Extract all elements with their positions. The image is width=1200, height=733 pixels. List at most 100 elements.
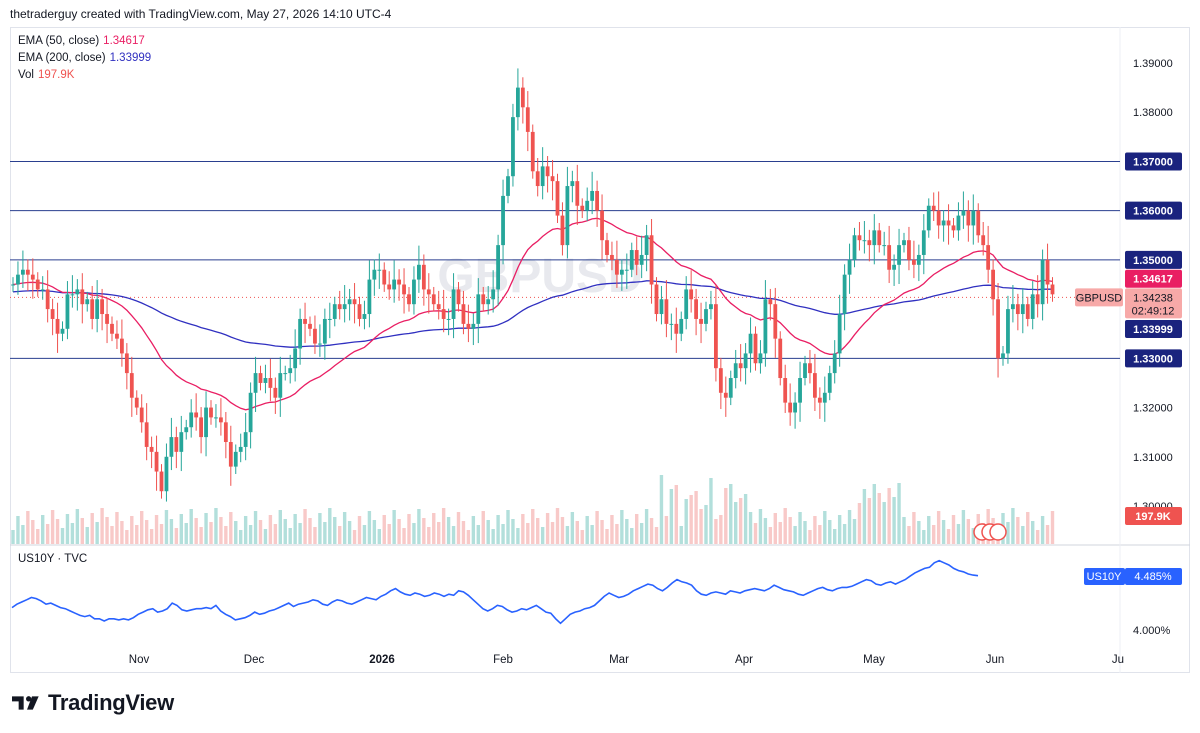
candle-body [941,220,946,226]
volume-bar [516,528,520,544]
candle-body [560,215,565,246]
candle-body [525,107,530,132]
candle-body [387,284,392,290]
volume-bar [654,527,659,544]
volume-bar [105,517,109,544]
candle-body [659,299,664,315]
volume-bar [664,516,669,544]
legend-volume[interactable]: Vol 197.9K [18,69,74,81]
candle-body [580,205,585,211]
volume-bar [323,522,327,544]
volume-bar [907,526,911,544]
candle-body [699,318,703,324]
volume-bar [159,524,164,544]
volume-bar [699,509,703,544]
candle-body [253,373,258,393]
candle-body [377,269,382,271]
candle-body [486,299,491,305]
candle-body [610,254,614,260]
volume-bar [308,518,312,544]
candle-body [199,417,203,438]
volume-bar [476,525,480,544]
us10y-name-tag-bg [1084,568,1125,585]
candle-body [887,245,892,270]
candle-body [902,240,906,246]
volume-bar [451,526,456,544]
volume-bar [932,525,936,544]
volume-bar [446,517,451,544]
volume-bar [570,512,575,544]
volume-bar [773,513,777,544]
volume-bar [402,528,406,544]
volume-bar [441,508,446,544]
candle-body [877,230,882,246]
candle-body [431,294,436,305]
candle-body [228,442,233,467]
volume-bar [734,502,738,544]
ema50-price-tag-bg [1125,269,1182,288]
volume-bar [917,521,921,544]
candle-body [50,309,55,319]
volume-bar [209,522,213,544]
volume-bar [882,502,886,544]
level-price-tag: 1.36000 [1133,206,1173,218]
volume-bar [80,518,84,544]
candle-body [293,348,298,369]
volume-bar [951,515,956,544]
volume-bar [738,498,743,544]
legend-ema200[interactable]: EMA (200, close) 1.33999 [18,52,151,64]
volume-bar [748,512,753,544]
candle-body [308,323,312,329]
candle-body [481,294,486,305]
candle-body [347,299,352,305]
candle-body [832,353,837,374]
volume-bar [842,524,847,544]
legend-ema200-value: 1.33999 [109,52,152,64]
us10y-panel-title[interactable]: US10Y · TVC [18,553,88,565]
candle-body [714,304,718,369]
volume-bar [927,516,931,544]
candle-body [248,392,253,433]
volume-bar [867,498,872,544]
candle-body [842,274,847,315]
candle-body [961,210,966,216]
candle-body [40,289,45,291]
countdown-tag: 02:49:12 [1132,305,1175,317]
volume-bar [85,527,89,544]
candle-body [813,373,817,398]
time-tick-label: Feb [493,654,513,666]
volume-bar [100,508,104,544]
volume-bar [422,518,426,544]
candle-body [501,195,505,246]
volume-bar [709,478,713,544]
tradingview-logo-icon [12,696,39,710]
volume-bar [922,530,926,544]
candle-body [679,318,684,334]
volume-bar [635,514,639,544]
candle-body [748,333,753,354]
volume-bar [427,527,431,544]
candle-body [263,378,268,383]
volume-bar [154,515,159,544]
candle-body [174,437,179,452]
volume-bar [194,518,198,544]
candle-body [506,176,510,196]
legend-ema50[interactable]: EMA (50, close) 1.34617 [18,35,145,47]
candle-body [209,407,213,418]
volume-bar [1026,512,1030,544]
candle-body [45,289,50,310]
volume-bar [362,525,367,544]
chart-attribution: thetraderguy created with TradingView.co… [10,7,392,21]
volume-bar [382,515,386,544]
tradingview-wordmark[interactable]: TradingView [12,690,174,716]
volume-bar [620,510,624,544]
volume-bar [857,503,862,544]
candle-body [822,392,827,403]
volume-bar [437,522,441,544]
candle-body [70,294,75,296]
volume-bar [897,483,901,544]
candle-body [1011,304,1015,310]
volume-bar [347,521,352,544]
price-tick-label: 1.39000 [1133,58,1173,70]
